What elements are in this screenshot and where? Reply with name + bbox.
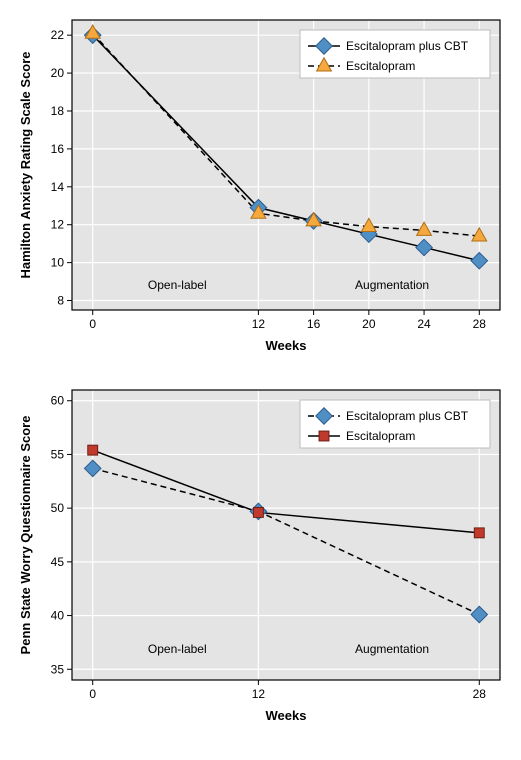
y-tick-label: 10 <box>51 256 65 270</box>
x-axis-label: Weeks <box>266 338 307 353</box>
phase-label: Augmentation <box>355 278 429 292</box>
y-tick-label: 12 <box>51 218 65 232</box>
x-tick-label: 28 <box>473 687 487 701</box>
legend-label: Escitalopram plus CBT <box>346 409 469 423</box>
y-tick-label: 8 <box>57 294 64 308</box>
panel-hamilton: Open-label Augmentation 0 12 16 20 24 28 8 10 12 14… <box>10 10 511 360</box>
y-tick-label: 45 <box>51 555 65 569</box>
y-tick-label: 20 <box>51 66 65 80</box>
y-tick-label: 22 <box>51 28 65 42</box>
legend-label: Escitalopram <box>346 429 415 443</box>
legend-label: Escitalopram <box>346 59 415 73</box>
phase-label: Augmentation <box>355 642 429 656</box>
panel-penn-state: Open-label Augmentation 0 12 28 35 40 45 50 55 60 W… <box>10 380 511 730</box>
y-tick-label: 60 <box>51 394 65 408</box>
x-tick-label: 12 <box>252 317 266 331</box>
x-tick-label: 0 <box>89 687 96 701</box>
x-axis-label: Weeks <box>266 708 307 723</box>
chart-penn-state: Open-label Augmentation 0 12 28 35 40 45 50 55 60 W… <box>10 380 510 730</box>
x-tick-label: 0 <box>89 317 96 331</box>
y-tick-label: 50 <box>51 501 65 515</box>
legend-label: Escitalopram plus CBT <box>346 39 469 53</box>
x-tick-label: 24 <box>417 317 431 331</box>
y-tick-label: 14 <box>51 180 65 194</box>
y-tick-label: 40 <box>51 609 65 623</box>
y-tick-label: 55 <box>51 447 65 461</box>
x-tick-label: 28 <box>473 317 487 331</box>
x-tick-label: 16 <box>307 317 321 331</box>
x-tick-label: 20 <box>362 317 376 331</box>
y-axis-label: Penn State Worry Questionnaire Score <box>18 416 33 655</box>
y-axis-label: Hamilton Anxiety Rating Scale Score <box>18 51 33 278</box>
y-tick-label: 18 <box>51 104 65 118</box>
y-tick-label: 16 <box>51 142 65 156</box>
x-tick-label: 12 <box>252 687 266 701</box>
chart-hamilton: Open-label Augmentation 0 12 16 20 24 28 8 10 12 14… <box>10 10 510 360</box>
y-tick-label: 35 <box>51 662 65 676</box>
phase-label: Open-label <box>148 278 207 292</box>
phase-label: Open-label <box>148 642 207 656</box>
